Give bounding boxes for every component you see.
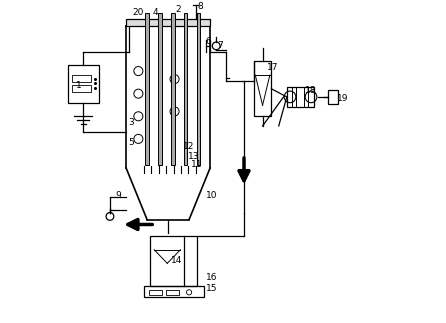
Text: 5: 5 xyxy=(128,138,134,147)
Bar xyxy=(328,90,338,104)
Text: 2: 2 xyxy=(175,5,181,14)
Bar xyxy=(166,290,179,295)
Text: 3: 3 xyxy=(128,118,134,127)
Text: 7: 7 xyxy=(217,41,223,50)
Bar xyxy=(68,65,99,103)
Bar xyxy=(145,13,149,165)
Text: 19: 19 xyxy=(337,94,348,103)
Bar xyxy=(158,13,161,165)
Text: 1: 1 xyxy=(76,81,82,90)
Text: 9: 9 xyxy=(115,191,121,200)
Text: 16: 16 xyxy=(206,273,218,282)
Text: 6: 6 xyxy=(206,37,211,47)
Text: 20: 20 xyxy=(133,8,144,17)
Bar xyxy=(197,13,200,165)
Text: 18: 18 xyxy=(305,86,316,95)
Text: 12: 12 xyxy=(183,142,195,151)
Bar xyxy=(72,75,91,82)
Text: 13: 13 xyxy=(188,152,200,161)
Bar xyxy=(287,87,314,107)
Bar xyxy=(171,13,174,165)
Bar xyxy=(144,286,204,297)
Bar xyxy=(72,85,91,92)
Bar xyxy=(150,236,197,286)
Text: 14: 14 xyxy=(170,255,182,265)
Text: 11: 11 xyxy=(191,160,203,169)
Text: 10: 10 xyxy=(206,191,218,200)
Text: 15: 15 xyxy=(206,284,218,293)
Text: 8: 8 xyxy=(198,2,203,11)
Text: 17: 17 xyxy=(267,63,279,72)
Text: 4: 4 xyxy=(153,8,158,17)
Bar xyxy=(184,13,187,165)
Bar xyxy=(149,290,161,295)
Bar xyxy=(254,61,272,116)
Bar xyxy=(126,19,210,26)
